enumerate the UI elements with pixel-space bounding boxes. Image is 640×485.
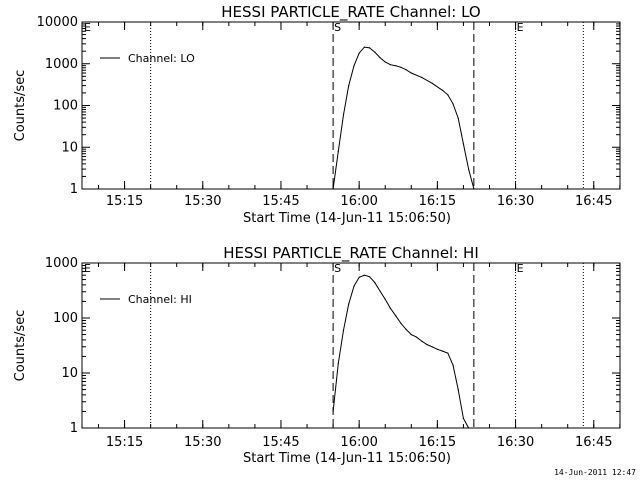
legend-entry: Channel: HI [128, 293, 192, 306]
data-point [332, 410, 334, 412]
x-tick-label: 15:45 [262, 194, 299, 209]
data-point [462, 417, 464, 419]
data-point [379, 57, 381, 59]
data-point [389, 64, 391, 66]
data-point [426, 343, 428, 346]
x-tick-label: 15:30 [184, 435, 221, 450]
x-tick-label: 16:30 [497, 435, 534, 450]
data-point [400, 322, 402, 324]
x-axis-label: Start Time (14-Jun-11 15:06:50) [243, 211, 451, 226]
y-axis-label: Counts/sec [13, 70, 28, 142]
data-point [358, 52, 360, 54]
series-line [332, 46, 475, 190]
data-point [442, 350, 444, 352]
y-tick-label: 1 [70, 421, 78, 436]
event-marker-label: S [334, 21, 341, 34]
data-point [379, 290, 381, 292]
x-tick-label: 16:00 [340, 194, 377, 209]
data-point [337, 150, 339, 152]
data-point [421, 340, 423, 342]
data-point [332, 188, 334, 190]
data-point [337, 362, 339, 364]
x-tick-label: 16:45 [575, 435, 612, 450]
data-point [348, 303, 350, 305]
y-tick-label: 1 [70, 182, 78, 197]
data-point [473, 188, 475, 190]
data-point [457, 117, 459, 119]
data-point [369, 276, 371, 278]
y-tick-label: 1000 [45, 57, 78, 72]
data-point [395, 315, 397, 317]
x-tick-label: 16:45 [575, 194, 612, 209]
data-point [353, 65, 355, 67]
data-point [431, 346, 433, 348]
data-point [363, 274, 365, 276]
data-point [384, 298, 386, 300]
plot-frame [81, 262, 621, 429]
y-tick-label: 10 [61, 140, 78, 155]
data-point [410, 334, 412, 336]
x-tick-label: 16:15 [419, 435, 456, 450]
x-axis-label: Start Time (14-Jun-11 15:06:50) [243, 451, 451, 466]
legend-entry: Channel: LO [128, 52, 195, 65]
corner-mark: E [84, 262, 91, 275]
data-point [431, 82, 433, 84]
data-point [468, 427, 470, 429]
data-point [421, 76, 423, 78]
data-point [358, 276, 360, 278]
y-tick-label: 100 [53, 311, 78, 326]
data-point [462, 143, 464, 145]
data-point [342, 329, 345, 331]
data-point [363, 46, 365, 48]
data-point [400, 66, 402, 68]
data-point [405, 69, 407, 71]
data-point [348, 85, 350, 87]
x-tick-label: 16:00 [340, 435, 377, 450]
y-tick-label: 100 [53, 99, 78, 114]
event-marker-label: E [517, 21, 524, 34]
chart-title: HESSI PARTICLE_RATE Channel: HI [223, 244, 479, 263]
data-point [405, 328, 407, 330]
chart-title: HESSI PARTICLE_RATE Channel: LO [221, 3, 480, 22]
data-point [369, 47, 371, 49]
data-point [447, 352, 449, 354]
x-tick-label: 16:15 [419, 194, 456, 209]
series-line [332, 274, 470, 429]
event-marker-label: S [334, 262, 341, 275]
data-point [452, 364, 454, 366]
y-tick-label: 10 [61, 366, 78, 381]
data-point [447, 94, 449, 96]
data-point [436, 348, 438, 350]
data-point [415, 336, 418, 338]
data-point [389, 307, 391, 309]
data-point [442, 89, 444, 91]
x-tick-label: 15:15 [106, 194, 143, 209]
data-point [353, 285, 355, 287]
x-tick-label: 16:30 [497, 194, 534, 209]
data-point [374, 51, 376, 53]
y-tick-label: 10000 [37, 15, 78, 30]
y-axis-label: Counts/sec [13, 310, 28, 382]
footer-timestamp: 14-Jun-2011 12:47 [554, 468, 636, 477]
data-point [468, 168, 470, 170]
data-point [452, 103, 454, 105]
x-tick-label: 15:15 [106, 435, 143, 450]
data-point [410, 72, 412, 74]
plot-frame [81, 21, 621, 190]
data-point [384, 61, 386, 63]
data-point [342, 114, 345, 116]
event-marker-label: E [517, 262, 524, 275]
data-point [457, 389, 459, 391]
data-point [374, 282, 376, 284]
y-tick-label: 1000 [45, 256, 78, 271]
corner-mark: E [84, 21, 91, 34]
data-point [395, 65, 397, 67]
x-tick-label: 15:45 [262, 435, 299, 450]
x-tick-label: 15:30 [184, 194, 221, 209]
